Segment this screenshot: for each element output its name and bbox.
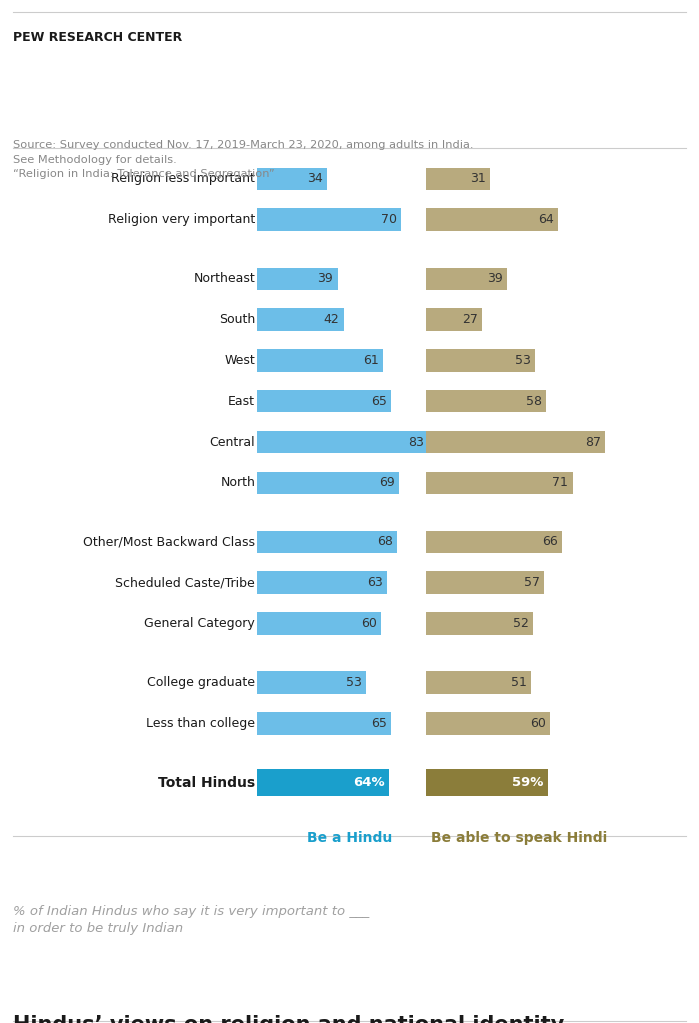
Text: Northeast: Northeast xyxy=(194,272,255,285)
Text: 58: 58 xyxy=(526,395,542,408)
Text: 68: 68 xyxy=(377,535,393,548)
Text: 60: 60 xyxy=(530,717,546,730)
Text: Religion very important: Religion very important xyxy=(108,213,255,226)
Text: Scheduled Caste/Tribe: Scheduled Caste/Tribe xyxy=(115,576,255,589)
Text: Be able to speak Hindi: Be able to speak Hindi xyxy=(431,831,607,845)
Text: North: North xyxy=(220,477,255,489)
Text: 57: 57 xyxy=(524,576,540,589)
Text: Other/Most Backward Class: Other/Most Backward Class xyxy=(83,535,255,548)
Text: % of Indian Hindus who say it is very important to ___
in order to be truly Indi: % of Indian Hindus who say it is very im… xyxy=(13,905,369,935)
Text: 71: 71 xyxy=(552,477,568,489)
Text: 51: 51 xyxy=(511,676,527,690)
Text: 64: 64 xyxy=(538,213,554,226)
Text: 60: 60 xyxy=(361,617,377,630)
Text: 61: 61 xyxy=(363,354,379,367)
Text: 66: 66 xyxy=(542,535,558,548)
Text: 34: 34 xyxy=(308,173,323,185)
Text: 63: 63 xyxy=(367,576,383,589)
Text: 83: 83 xyxy=(408,436,424,448)
Text: Central: Central xyxy=(210,436,255,448)
Text: 53: 53 xyxy=(515,354,531,367)
Text: Hindus’ views on religion and national identity
vary by region: Hindus’ views on religion and national i… xyxy=(13,1015,564,1023)
Text: West: West xyxy=(224,354,255,367)
Text: General Category: General Category xyxy=(145,617,255,630)
Text: 59%: 59% xyxy=(512,776,544,789)
Text: 42: 42 xyxy=(324,313,340,326)
Text: 27: 27 xyxy=(462,313,478,326)
Text: 69: 69 xyxy=(380,477,395,489)
Text: East: East xyxy=(228,395,255,408)
Text: 31: 31 xyxy=(470,173,486,185)
Text: 65: 65 xyxy=(371,717,387,730)
Text: 52: 52 xyxy=(513,617,529,630)
Text: College graduate: College graduate xyxy=(147,676,255,690)
Text: Total Hindus: Total Hindus xyxy=(158,775,255,790)
Text: Less than college: Less than college xyxy=(146,717,255,730)
Text: Source: Survey conducted Nov. 17, 2019-March 23, 2020, among adults in India.
Se: Source: Survey conducted Nov. 17, 2019-M… xyxy=(13,140,473,179)
Text: 39: 39 xyxy=(317,272,333,285)
Text: 87: 87 xyxy=(585,436,601,448)
Text: PEW RESEARCH CENTER: PEW RESEARCH CENTER xyxy=(13,31,182,44)
Text: 65: 65 xyxy=(371,395,387,408)
Text: South: South xyxy=(219,313,255,326)
Text: 39: 39 xyxy=(487,272,503,285)
Text: 70: 70 xyxy=(381,213,397,226)
Text: 64%: 64% xyxy=(353,776,384,789)
Text: Religion less important: Religion less important xyxy=(111,173,255,185)
Text: Be a Hindu: Be a Hindu xyxy=(308,831,392,845)
Text: 53: 53 xyxy=(346,676,362,690)
